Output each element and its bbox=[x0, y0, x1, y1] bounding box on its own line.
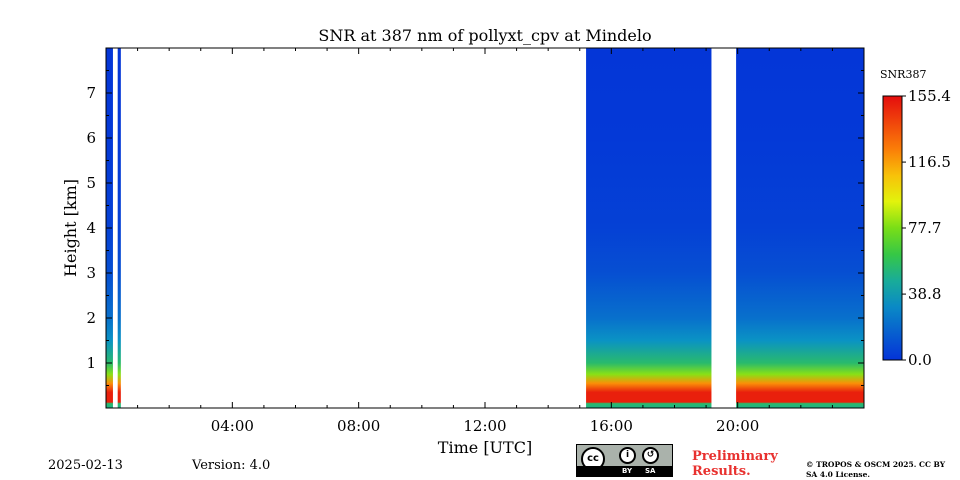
data-segment bbox=[117, 48, 121, 408]
data-segments bbox=[106, 48, 864, 408]
version-label: Version: 4.0 bbox=[192, 458, 271, 473]
y-axis-ticks: 1 2 3 4 5 6 7 bbox=[86, 70, 864, 386]
attribution-icon: i bbox=[619, 447, 636, 464]
y-tick-label: 5 bbox=[86, 174, 96, 192]
colorbar-tick-label: 155.4 bbox=[908, 87, 951, 105]
y-tick-label: 7 bbox=[86, 84, 96, 102]
y-tick-label: 3 bbox=[86, 264, 96, 282]
data-segment bbox=[736, 48, 864, 408]
colorbar-tick-label: 38.8 bbox=[908, 285, 941, 303]
chart-title: SNR at 387 nm of pollyxt_cpv at Mindelo bbox=[318, 26, 651, 45]
colorbar bbox=[882, 95, 903, 361]
preliminary-results-note: Preliminary Results. bbox=[692, 449, 778, 479]
x-tick-label: 04:00 bbox=[211, 417, 254, 435]
data-segment bbox=[586, 48, 712, 408]
colorbar-label: SNR387 bbox=[880, 68, 926, 81]
x-tick-label: 12:00 bbox=[463, 417, 506, 435]
y-tick-label: 4 bbox=[86, 219, 96, 237]
y-tick-label: 2 bbox=[86, 309, 96, 327]
copyright-notice: © TROPOS & OSCM 2025. CC BY SA 4.0 Licen… bbox=[806, 460, 946, 479]
cc-license-badge[interactable]: cc i ↺ BY SA bbox=[576, 444, 673, 477]
badge-by-label: BY bbox=[622, 467, 633, 475]
badge-sa-label: SA bbox=[645, 467, 656, 475]
x-tick-label: 08:00 bbox=[337, 417, 380, 435]
y-axis-label: Height [km] bbox=[61, 179, 80, 277]
x-tick-label: 20:00 bbox=[716, 417, 759, 435]
share-alike-icon: ↺ bbox=[642, 447, 659, 464]
y-tick-label: 6 bbox=[86, 129, 96, 147]
y-tick-label: 1 bbox=[86, 354, 96, 372]
x-tick-label: 16:00 bbox=[590, 417, 633, 435]
x-axis-ticks: 04:00 08:00 12:00 16:00 20:00 bbox=[105, 48, 865, 435]
colorbar-tick-label: 77.7 bbox=[908, 219, 941, 237]
colorbar-ticks: 0.0 38.8 77.7 116.5 155.4 bbox=[902, 87, 951, 369]
badge-bar bbox=[577, 466, 672, 476]
colorbar-tick-label: 116.5 bbox=[908, 153, 951, 171]
x-axis-label: Time [UTC] bbox=[438, 438, 532, 457]
date-label: 2025-02-13 bbox=[48, 458, 123, 473]
colorbar-tick-label: 0.0 bbox=[908, 351, 932, 369]
